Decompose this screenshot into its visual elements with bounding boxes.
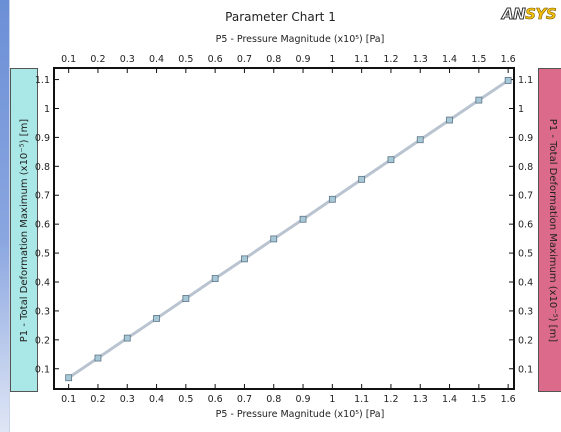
data-point-marker — [65, 374, 73, 382]
x-tick-label-top: 1.1 — [354, 54, 369, 65]
y-tick-label-right: 0.5 — [518, 249, 533, 260]
y-tick-label-left: 0.1 — [35, 364, 50, 375]
y-tick-label-left: 0.2 — [35, 335, 50, 346]
x-tick-label-top: 0.5 — [178, 54, 193, 65]
x-tick-label-top: 1.6 — [501, 54, 516, 65]
y-tick-label-right: 0.6 — [518, 220, 533, 231]
chart-title: Parameter Chart 1 — [225, 10, 336, 24]
data-point-marker — [504, 77, 512, 84]
data-point-marker — [94, 354, 102, 362]
logo-prefix: AN — [501, 5, 526, 24]
left-window-border — [0, 0, 9, 432]
y-axis-title-panel-right: P1 - Total Deformation Maximum (x10⁻⁵) [… — [538, 68, 561, 392]
y-tick-label-left: 0.6 — [35, 220, 50, 231]
x-tick-label-bottom: 0.4 — [149, 394, 164, 405]
data-point-marker — [299, 215, 307, 223]
logo-suffix: SYS — [525, 5, 557, 24]
x-tick-label-bottom: 1.3 — [413, 394, 428, 405]
y-tick-label-left: 0.4 — [35, 278, 50, 289]
data-point-marker — [387, 156, 395, 164]
data-point-marker — [182, 295, 190, 302]
x-tick-label-top: 1.3 — [413, 54, 428, 65]
y-tick-label-left: 0.8 — [35, 162, 50, 173]
x-tick-label-bottom: 1.4 — [442, 394, 457, 405]
y-tick-label-right: 0.4 — [518, 278, 533, 289]
x-tick-label-bottom: 0.5 — [178, 394, 193, 405]
data-point-marker — [211, 275, 219, 282]
x-tick-label-bottom: 1 — [329, 394, 335, 405]
y-tick-label-right: 0.3 — [518, 306, 533, 317]
x-tick-label-top: 0.9 — [295, 54, 310, 65]
x-tick-label-top: 0.6 — [208, 54, 223, 65]
y-axis-title-panel-left: P1 - Total Deformation Maximum (x10⁻⁵) [… — [10, 68, 38, 392]
x-tick-label-top: 0.7 — [237, 54, 252, 65]
x-tick-label-bottom: 1.6 — [501, 394, 516, 405]
y-tick-label-right: 1.1 — [518, 75, 533, 86]
y-tick-label-right: 0.1 — [518, 364, 533, 375]
x-tick-label-top: 1.5 — [471, 54, 486, 65]
y-tick-label-left: 0.5 — [35, 249, 50, 260]
x-axis-title-bottom: P5 - Pressure Magnitude (x10⁵) [Pa] — [215, 409, 385, 420]
x-tick-label-top: 1.2 — [383, 54, 398, 65]
x-tick-label-top: 0.4 — [149, 54, 164, 65]
x-tick-label-top: 0.1 — [61, 54, 76, 65]
x-tick-label-bottom: 0.6 — [208, 394, 223, 405]
x-tick-label-top: 0.2 — [90, 54, 105, 65]
x-tick-label-bottom: 1.5 — [471, 394, 486, 405]
x-tick-label-bottom: 0.7 — [237, 394, 252, 405]
x-axis-title-top: P5 - Pressure Magnitude (x10⁵) [Pa] — [215, 34, 385, 45]
x-tick-label-bottom: 1.2 — [383, 394, 398, 405]
y-tick-label-right: 1 — [518, 104, 524, 115]
x-tick-label-bottom: 1.1 — [354, 394, 369, 405]
data-point-marker — [328, 195, 336, 203]
x-tick-label-top: 1.4 — [442, 54, 457, 65]
y-tick-label-left: 0.3 — [35, 306, 50, 317]
y-tick-label-right: 0.9 — [518, 133, 533, 144]
data-point-marker — [270, 235, 278, 243]
x-tick-label-bottom: 0.1 — [61, 394, 76, 405]
x-tick-label-top: 0.8 — [266, 54, 281, 65]
left-window-divider — [9, 0, 10, 432]
x-tick-label-top: 1 — [329, 54, 335, 65]
x-tick-label-bottom: 0.2 — [90, 394, 105, 405]
data-point-marker — [475, 96, 483, 104]
x-tick-label-bottom: 0.9 — [295, 394, 310, 405]
series-line — [67, 79, 509, 379]
ansys-logo: ANSYS — [501, 5, 557, 24]
x-tick-label-bottom: 0.8 — [266, 394, 281, 405]
data-point-marker — [123, 334, 131, 342]
data-point-marker — [416, 136, 424, 144]
data-point-marker — [241, 255, 248, 263]
x-tick-label-bottom: 0.3 — [120, 394, 135, 405]
y-tick-label-left: 1 — [44, 104, 50, 115]
y-tick-label-left: 0.7 — [35, 191, 50, 202]
data-point-marker — [153, 315, 160, 322]
y-tick-label-left: 0.9 — [35, 133, 50, 144]
y-tick-label-left: 1.1 — [35, 75, 50, 86]
data-point-marker — [358, 175, 366, 183]
x-tick-label-top: 0.3 — [120, 54, 135, 65]
data-point-marker — [446, 116, 453, 124]
y-tick-label-right: 0.7 — [518, 191, 533, 202]
y-tick-label-right: 0.8 — [518, 162, 533, 173]
y-tick-label-right: 0.2 — [518, 335, 533, 346]
